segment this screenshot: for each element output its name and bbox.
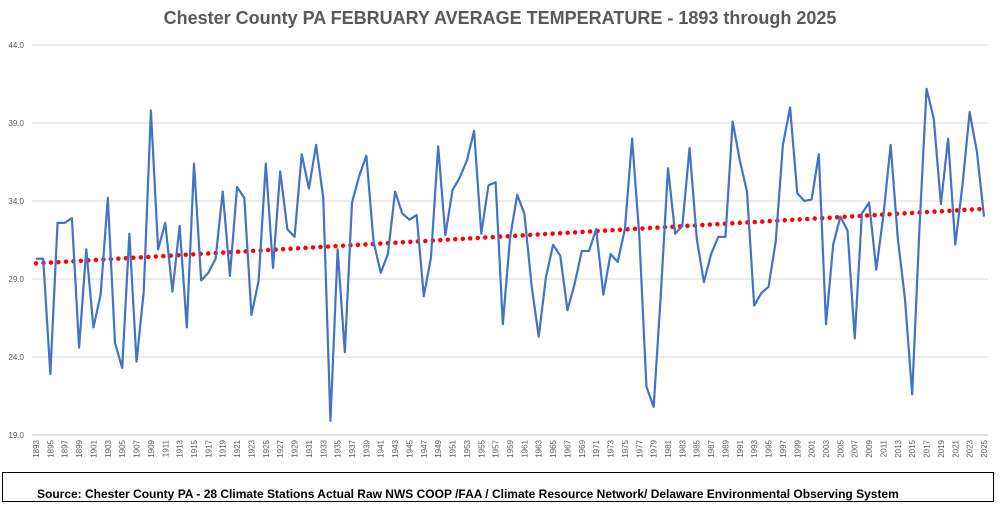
x-tick-label: 1939 xyxy=(362,439,371,457)
x-tick-label: 1897 xyxy=(61,439,70,457)
x-tick-label: 1997 xyxy=(779,439,788,457)
x-tick-label: 2021 xyxy=(951,439,960,457)
x-axis-ticks: 1893 1895 1897 1899 1901 1903 1905 1907 1909 1911… xyxy=(32,439,989,457)
x-tick-label: 1969 xyxy=(578,439,587,457)
x-tick-label: 1903 xyxy=(104,439,113,457)
x-tick-label: 1975 xyxy=(621,439,630,457)
x-tick-label: 1945 xyxy=(405,439,414,457)
x-tick-label: 1989 xyxy=(721,439,730,457)
x-tick-label: 1967 xyxy=(563,439,572,457)
x-tick-label: 1901 xyxy=(89,439,98,457)
x-tick-label: 1987 xyxy=(707,439,716,457)
x-tick-label: 2009 xyxy=(865,439,874,457)
x-tick-label: 1899 xyxy=(75,439,84,457)
x-tick-label: 1999 xyxy=(793,439,802,457)
x-tick-label: 1995 xyxy=(765,439,774,457)
x-tick-label: 1941 xyxy=(377,439,386,457)
y-tick-label: 44.0 xyxy=(8,41,24,50)
x-tick-label: 1893 xyxy=(32,439,41,457)
x-tick-label: 1895 xyxy=(46,439,55,457)
line-chart: 19.024.029.034.039.044.0 1893 1895 1897 189… xyxy=(8,41,989,458)
x-tick-label: 1911 xyxy=(161,439,170,457)
x-tick-label: 2019 xyxy=(937,439,946,457)
y-axis-ticks: 19.0 24.0 29.0 34.0 39.0 44.0 xyxy=(8,41,24,440)
x-tick-label: 1905 xyxy=(118,439,127,457)
y-tick-label: 24.0 xyxy=(8,353,24,362)
x-tick-label: 1981 xyxy=(664,439,673,457)
x-tick-label: 1963 xyxy=(535,439,544,457)
x-tick-label: 1953 xyxy=(463,439,472,457)
gridlines xyxy=(32,44,988,436)
x-tick-label: 1949 xyxy=(434,439,443,457)
x-tick-label: 1985 xyxy=(693,439,702,457)
source-note: Source: Chester County PA - 28 Climate S… xyxy=(37,487,899,501)
source-note-box: Source: Chester County PA - 28 Climate S… xyxy=(2,472,994,502)
x-tick-label: 1937 xyxy=(348,439,357,457)
x-tick-label: 2015 xyxy=(908,439,917,457)
x-tick-label: 1915 xyxy=(190,439,199,457)
x-tick-label: 1957 xyxy=(492,439,501,457)
x-tick-label: 1961 xyxy=(520,439,529,457)
x-tick-label: 1947 xyxy=(420,439,429,457)
x-tick-label: 2013 xyxy=(894,439,903,457)
x-tick-label: 1921 xyxy=(233,439,242,457)
y-tick-label: 39.0 xyxy=(8,119,24,128)
x-tick-label: 2007 xyxy=(851,439,860,457)
x-tick-label: 1933 xyxy=(319,439,328,457)
x-tick-label: 1913 xyxy=(176,439,185,457)
x-tick-label: 1927 xyxy=(276,439,285,457)
x-tick-label: 1983 xyxy=(678,439,687,457)
series-line xyxy=(36,87,986,423)
x-tick-label: 2017 xyxy=(923,439,932,457)
y-tick-label: 34.0 xyxy=(8,197,24,206)
x-tick-label: 1923 xyxy=(247,439,256,457)
x-tick-label: 1925 xyxy=(262,439,271,457)
y-tick-label: 29.0 xyxy=(8,275,24,284)
x-tick-label: 1931 xyxy=(305,439,314,457)
x-tick-label: 1973 xyxy=(607,439,616,457)
x-tick-label: 1971 xyxy=(592,439,601,457)
x-tick-label: 2025 xyxy=(980,439,989,457)
x-tick-label: 1979 xyxy=(650,439,659,457)
chart-title: Chester County PA FEBRUARY AVERAGE TEMPE… xyxy=(163,8,837,28)
x-tick-label: 1951 xyxy=(449,439,458,457)
x-tick-label: 2001 xyxy=(808,439,817,457)
x-tick-label: 2023 xyxy=(966,439,975,457)
x-tick-label: 1959 xyxy=(506,439,515,457)
x-tick-label: 1935 xyxy=(334,439,343,457)
x-tick-label: 1917 xyxy=(204,439,213,457)
trend-line-dotted xyxy=(33,206,987,266)
trend-line xyxy=(33,206,987,266)
temperature-series xyxy=(36,87,986,423)
x-tick-label: 1919 xyxy=(219,439,228,457)
x-tick-label: 1991 xyxy=(736,439,745,457)
x-tick-label: 1929 xyxy=(291,439,300,457)
x-tick-label: 1943 xyxy=(391,439,400,457)
x-tick-label: 2011 xyxy=(879,439,888,457)
x-tick-label: 1907 xyxy=(133,439,142,457)
x-tick-label: 2003 xyxy=(822,439,831,457)
x-tick-label: 1955 xyxy=(477,439,486,457)
y-tick-label: 19.0 xyxy=(8,431,24,440)
x-tick-label: 1993 xyxy=(750,439,759,457)
x-tick-label: 1977 xyxy=(635,439,644,457)
x-tick-label: 1909 xyxy=(147,439,156,457)
x-tick-label: 2005 xyxy=(836,439,845,457)
x-tick-label: 1965 xyxy=(549,439,558,457)
